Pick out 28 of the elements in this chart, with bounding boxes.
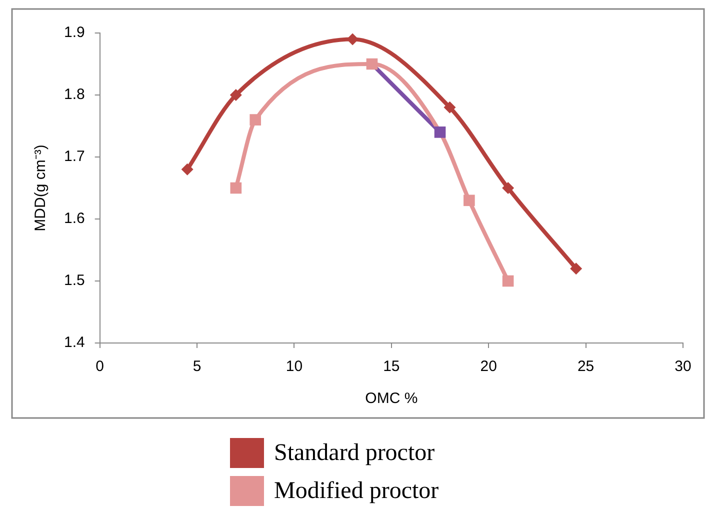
y-tick-label: 1.7	[64, 148, 85, 166]
x-tick-label: 0	[96, 358, 104, 376]
x-tick-label: 10	[286, 358, 303, 376]
x-tick-label: 30	[674, 358, 692, 376]
point	[570, 262, 582, 275]
point	[366, 58, 378, 70]
y-tick-label: 1.8	[64, 86, 85, 104]
y-tick-label: 1.6	[64, 210, 85, 228]
point	[250, 114, 262, 126]
point	[230, 89, 242, 101]
point	[444, 101, 456, 114]
y-tick-label: 1.4	[64, 334, 85, 352]
point	[502, 275, 514, 287]
x-axis-title: OMC %	[365, 390, 418, 408]
point	[230, 182, 242, 194]
point	[464, 194, 475, 206]
x-tick-label: 20	[480, 358, 497, 376]
legend-label: Modified proctor	[274, 478, 439, 504]
x-tick-label: 5	[192, 358, 202, 376]
x-tick-label: 25	[577, 358, 594, 376]
point	[502, 182, 514, 194]
point	[434, 126, 446, 138]
x-tick-label: 15	[383, 358, 400, 376]
y-axis-title: MDD(g cm⁻³)	[32, 144, 50, 232]
point	[181, 163, 194, 176]
legend-label: Standard proctor	[274, 440, 435, 466]
y-tick-label: 1.5	[64, 272, 85, 290]
y-tick-label: 1.9	[64, 24, 85, 42]
